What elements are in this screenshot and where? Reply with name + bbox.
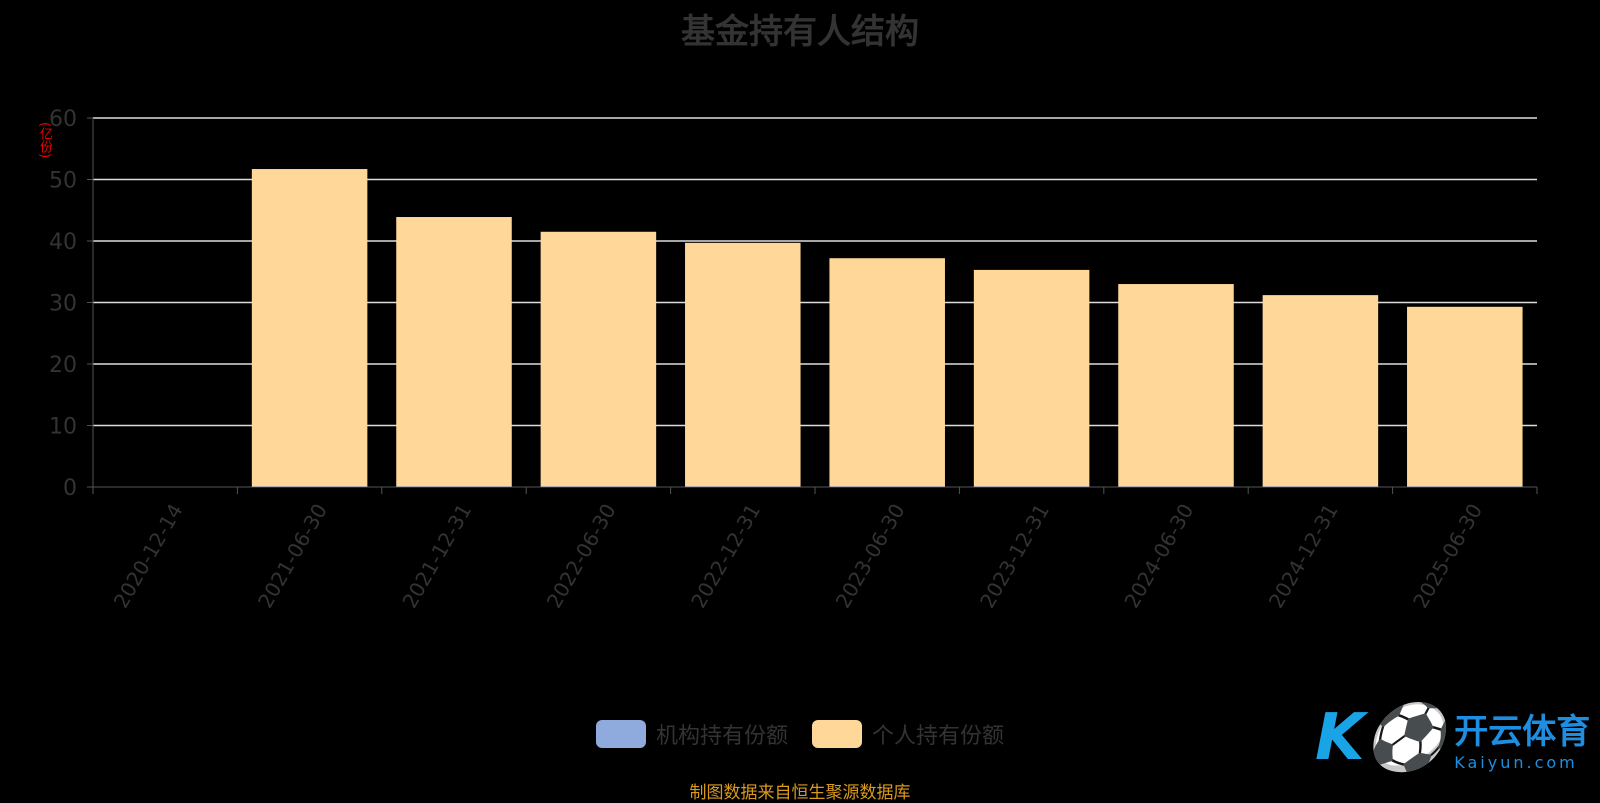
y-axis-unit: (亿份) <box>37 122 52 159</box>
bar-individual <box>829 258 945 487</box>
source-note: 制图数据来自恒生聚源数据库 <box>689 783 911 803</box>
y-tick-label: 20 <box>49 353 77 378</box>
y-tick-label: 40 <box>49 230 77 255</box>
watermark-logo: K⚽ 开云体育 Kaiyun.com <box>1315 700 1590 775</box>
logo-mark: K⚽ <box>1315 701 1445 775</box>
bar-institutional <box>540 486 657 487</box>
x-tick-label: 2024-06-30 <box>1119 500 1198 613</box>
legend: 机构持有份额 个人持有份额 <box>0 718 1600 750</box>
bar-individual <box>251 169 368 487</box>
legend-item-institutional[interactable]: 机构持有份额 <box>595 718 788 750</box>
bar-individual <box>1407 306 1523 487</box>
legend-item-individual[interactable]: 个人持有份额 <box>812 718 1004 750</box>
y-tick-label: 0 <box>63 476 77 501</box>
bar-institutional <box>251 486 368 487</box>
logo-url: Kaiyun.com <box>1454 752 1578 772</box>
x-tick-label: 2025-06-30 <box>1408 500 1487 613</box>
y-tick-label: 30 <box>49 292 77 317</box>
x-tick-label: 2022-12-31 <box>686 500 765 613</box>
chart-title: 基金持有人结构 <box>681 12 919 52</box>
bar-individual <box>973 269 1090 487</box>
legend-label: 个人持有份额 <box>872 724 1005 749</box>
bar-individual <box>1262 295 1379 487</box>
x-tick-label: 2022-06-30 <box>542 500 621 613</box>
x-tick-label: 2021-12-31 <box>397 500 476 613</box>
bar-individual <box>396 217 512 487</box>
x-tick-label: 2023-06-30 <box>831 500 910 613</box>
bar-institutional <box>1118 486 1234 487</box>
y-tick-label: 50 <box>49 169 77 194</box>
x-tick-label: 2021-06-30 <box>253 500 332 613</box>
bar-institutional <box>1262 486 1379 487</box>
x-tick-label: 2020-12-14 <box>109 500 188 613</box>
logo-name: 开云体育 <box>1454 711 1591 752</box>
bar-institutional <box>685 486 801 487</box>
bar-individual <box>540 231 657 487</box>
bar-institutional <box>396 486 512 487</box>
bar-individual <box>685 242 801 487</box>
legend-swatch <box>595 720 646 748</box>
bar-institutional <box>1407 486 1523 487</box>
x-tick-label: 2023-12-31 <box>975 500 1054 613</box>
y-tick-label: 60 <box>49 107 77 132</box>
bar-institutional <box>973 486 1090 487</box>
bar-individual <box>1118 284 1234 487</box>
legend-label: 机构持有份额 <box>655 724 788 749</box>
x-tick-label: 2024-12-31 <box>1264 500 1343 613</box>
bar-institutional <box>829 486 945 487</box>
bar-chart: 0 10 20 30 40 50 60 2020-12-14 2021-06-30 2021-12… <box>49 107 1538 613</box>
legend-swatch <box>812 720 862 748</box>
y-tick-label: 10 <box>49 415 77 440</box>
